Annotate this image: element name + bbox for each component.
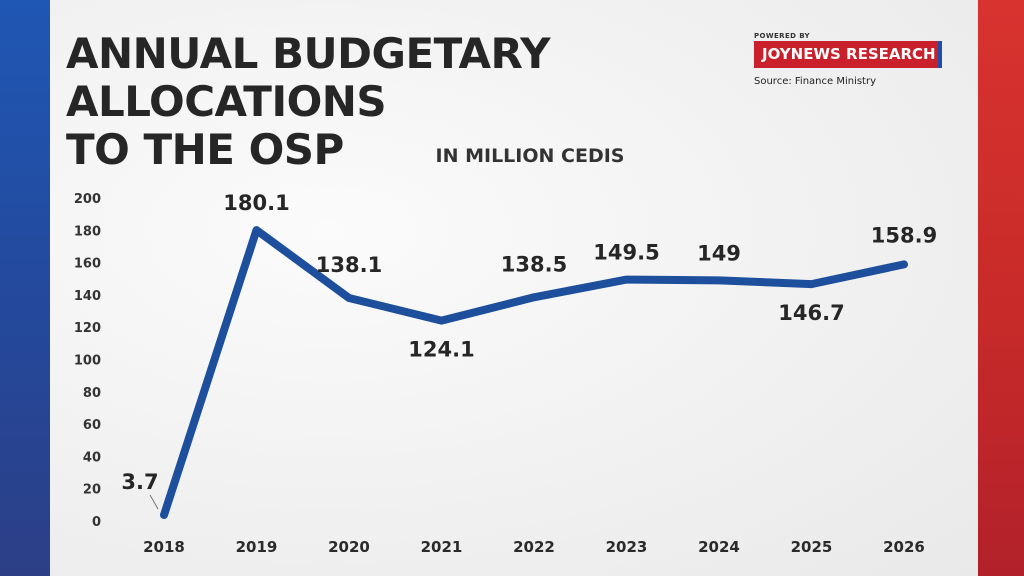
x-tick-label: 2026 bbox=[883, 538, 925, 556]
x-axis: 2018 2019 2020 2021 2022 2023 2024 2025 2026 bbox=[143, 538, 925, 556]
line-chart: IN MILLION CEDIS 0 20 40 60 80 100 120 140 160 18… bbox=[0, 0, 1024, 576]
data-label: 158.9 bbox=[871, 223, 937, 247]
x-tick-label: 2022 bbox=[513, 538, 555, 556]
y-tick-label: 80 bbox=[83, 386, 101, 401]
data-label: 124.1 bbox=[408, 338, 474, 362]
data-labels: 3.7 180.1 138.1 124.1 138.5 149.5 149 146.7 158.… bbox=[121, 191, 937, 509]
y-axis: 0 20 40 60 80 100 120 140 160 180 200 bbox=[74, 192, 101, 530]
data-label: 146.7 bbox=[778, 301, 844, 325]
x-tick-label: 2025 bbox=[791, 538, 833, 556]
y-tick-label: 0 bbox=[92, 515, 101, 530]
data-label: 180.1 bbox=[223, 191, 289, 215]
x-tick-label: 2020 bbox=[328, 538, 370, 556]
y-tick-label: 160 bbox=[74, 257, 101, 272]
y-tick-label: 140 bbox=[74, 289, 101, 304]
y-tick-label: 20 bbox=[83, 483, 101, 498]
data-label: 3.7 bbox=[121, 470, 158, 494]
y-tick-label: 100 bbox=[74, 354, 101, 369]
y-tick-label: 60 bbox=[83, 418, 101, 433]
chart-subtitle: IN MILLION CEDIS bbox=[436, 145, 625, 167]
data-label: 149.5 bbox=[593, 241, 659, 265]
x-tick-label: 2024 bbox=[698, 538, 740, 556]
data-label: 138.1 bbox=[316, 253, 382, 277]
y-tick-label: 120 bbox=[74, 321, 101, 336]
x-tick-label: 2023 bbox=[606, 538, 648, 556]
data-label: 149 bbox=[697, 241, 741, 265]
y-tick-label: 180 bbox=[74, 224, 101, 239]
x-tick-label: 2018 bbox=[143, 538, 185, 556]
label-leader-line bbox=[150, 495, 158, 509]
y-tick-label: 200 bbox=[74, 192, 101, 207]
y-tick-label: 40 bbox=[83, 450, 101, 465]
data-label: 138.5 bbox=[501, 252, 567, 276]
x-tick-label: 2019 bbox=[236, 538, 278, 556]
x-tick-label: 2021 bbox=[421, 538, 463, 556]
